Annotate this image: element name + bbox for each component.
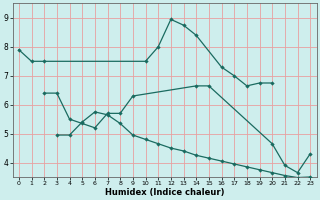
X-axis label: Humidex (Indice chaleur): Humidex (Indice chaleur) [105, 188, 224, 197]
